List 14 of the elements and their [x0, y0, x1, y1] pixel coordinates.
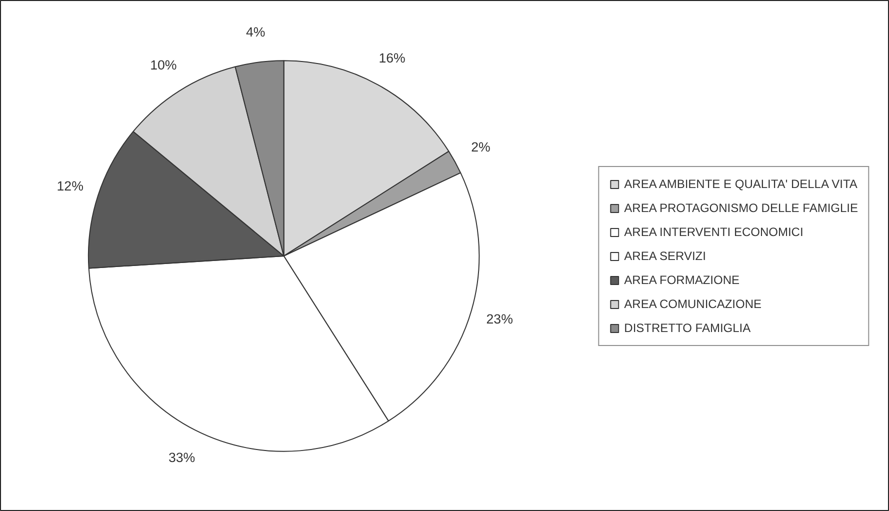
- legend-label: AREA INTERVENTI ECONOMICI: [624, 224, 804, 238]
- data-label: 2%: [471, 140, 490, 155]
- data-label: 16%: [378, 50, 406, 66]
- legend-label: AREA SERVIZI: [624, 248, 706, 262]
- legend-label: AREA AMBIENTE E QUALITA' DELLA VITA: [624, 176, 858, 190]
- data-label: 12%: [56, 178, 84, 194]
- legend-label: DISTRETTO FAMIGLIA: [624, 320, 751, 334]
- data-label: 10%: [150, 58, 177, 73]
- legend-label: AREA PROTAGONISMO DELLE FAMIGLIE: [624, 200, 858, 214]
- legend-label: AREA FORMAZIONE: [624, 272, 740, 286]
- data-label: 33%: [168, 450, 196, 465]
- legend-label: AREA COMUNICAZIONE: [624, 296, 762, 310]
- data-label: 23%: [486, 312, 514, 327]
- data-label: 4%: [246, 24, 266, 40]
